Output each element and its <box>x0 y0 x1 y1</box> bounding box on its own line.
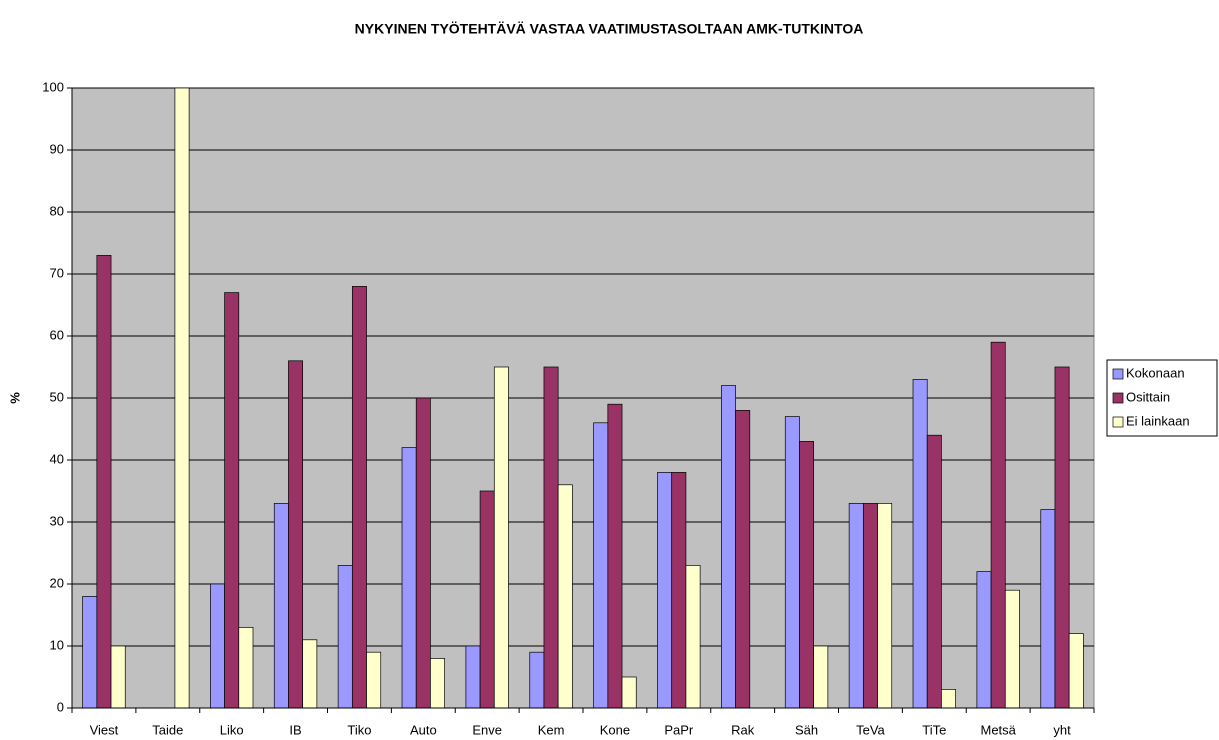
x-tick-label: IB <box>289 722 301 737</box>
bar <box>493 366 509 709</box>
bar <box>1054 366 1070 709</box>
bar <box>848 503 864 709</box>
bar <box>799 441 815 709</box>
bar <box>1004 589 1020 709</box>
bar <box>302 639 318 709</box>
bar <box>1040 509 1056 709</box>
bar <box>926 434 942 709</box>
x-tick-label: Viest <box>90 722 119 737</box>
legend-label: Ei lainkaan <box>1126 413 1190 428</box>
bar <box>210 583 225 709</box>
bar <box>337 565 353 709</box>
x-tick-label: Tiko <box>347 722 371 737</box>
bar <box>174 87 190 709</box>
bar <box>82 596 98 709</box>
bar <box>351 286 367 709</box>
y-tick-label: 60 <box>50 327 64 342</box>
bar <box>238 627 254 709</box>
bar <box>1068 633 1084 709</box>
x-tick-label: Rak <box>731 722 755 737</box>
x-tick-label: TiTe <box>922 722 946 737</box>
bar <box>96 255 112 709</box>
legend-swatch <box>1112 416 1124 428</box>
bar <box>366 651 382 709</box>
y-tick-label: 80 <box>50 203 64 218</box>
y-tick-label: 50 <box>50 389 64 404</box>
bar <box>110 645 126 709</box>
x-tick-label: Metsä <box>980 722 1016 737</box>
x-tick-label: Kone <box>600 722 630 737</box>
x-tick-label: Enve <box>472 722 502 737</box>
bar <box>621 676 637 709</box>
bar <box>529 651 545 709</box>
y-tick-label: 30 <box>50 513 64 528</box>
x-tick-label: Liko <box>220 722 244 737</box>
bar <box>735 410 751 709</box>
bar <box>224 292 240 709</box>
bar <box>721 385 736 709</box>
legend-swatch <box>1112 392 1124 404</box>
bar <box>465 645 481 709</box>
bar <box>401 447 417 709</box>
bar <box>543 366 559 709</box>
bar <box>976 571 992 709</box>
chart-title: NYKYINEN TYÖTEHTÄVÄ VASTAA VAATIMUSTASOL… <box>355 21 864 37</box>
x-tick-label: Säh <box>795 722 818 737</box>
y-tick-label: 40 <box>50 451 64 466</box>
bar <box>912 379 928 709</box>
bar <box>593 422 609 709</box>
bar <box>685 565 701 709</box>
bar <box>273 503 289 709</box>
legend-swatch <box>1112 368 1124 380</box>
x-tick-label: Auto <box>410 722 437 737</box>
x-tick-label: PaPr <box>664 722 694 737</box>
bar <box>288 360 304 709</box>
y-axis-label: % <box>7 392 22 404</box>
bar <box>479 490 495 709</box>
bar <box>671 472 687 709</box>
bar <box>657 472 673 709</box>
bar <box>990 341 1006 709</box>
y-tick-label: 10 <box>50 637 64 652</box>
bar <box>784 416 800 709</box>
bar <box>415 397 431 709</box>
bar <box>430 658 445 709</box>
x-tick-label: Taide <box>152 722 183 737</box>
x-tick-label: TeVa <box>856 722 885 737</box>
y-tick-label: 100 <box>42 79 64 94</box>
legend-box <box>1106 359 1218 437</box>
y-tick-label: 0 <box>57 699 64 714</box>
bar <box>862 503 878 709</box>
legend-label: Kokonaan <box>1126 365 1185 380</box>
bar <box>813 645 829 709</box>
bar <box>877 503 893 709</box>
legend-label: Osittain <box>1126 389 1170 404</box>
y-tick-label: 70 <box>50 265 64 280</box>
bar <box>607 403 623 709</box>
x-tick-label: Kem <box>538 722 565 737</box>
y-tick-label: 20 <box>50 575 64 590</box>
bar <box>941 689 956 709</box>
y-tick-label: 90 <box>50 141 64 156</box>
bar <box>557 484 573 709</box>
x-tick-label: yht <box>1053 722 1071 737</box>
